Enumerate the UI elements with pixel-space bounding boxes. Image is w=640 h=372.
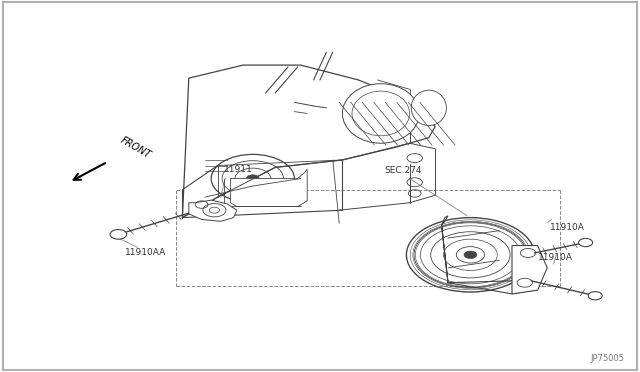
Circle shape (579, 238, 593, 247)
Text: SEC.274: SEC.274 (384, 166, 422, 175)
Ellipse shape (352, 91, 410, 136)
Ellipse shape (342, 84, 419, 143)
Text: 11910AA: 11910AA (125, 248, 166, 257)
Polygon shape (189, 200, 237, 221)
Text: 11910A: 11910A (550, 223, 585, 232)
Text: JP75005: JP75005 (590, 354, 624, 363)
Text: 11911: 11911 (224, 165, 253, 174)
Text: 11910A: 11910A (538, 253, 572, 262)
Text: FRONT: FRONT (118, 135, 152, 160)
Circle shape (110, 230, 127, 239)
Ellipse shape (412, 90, 447, 126)
Circle shape (246, 175, 259, 182)
Circle shape (588, 292, 602, 300)
Polygon shape (230, 169, 307, 206)
Polygon shape (442, 216, 538, 294)
Polygon shape (182, 65, 435, 218)
Polygon shape (512, 246, 547, 294)
Circle shape (464, 251, 477, 259)
